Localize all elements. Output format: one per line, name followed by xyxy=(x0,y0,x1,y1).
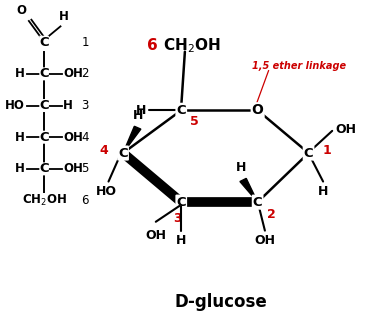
Text: C: C xyxy=(39,68,49,80)
Text: C: C xyxy=(177,104,186,117)
Text: C: C xyxy=(39,162,49,175)
Text: CH$_2$OH: CH$_2$OH xyxy=(22,193,66,208)
Text: 1: 1 xyxy=(322,144,331,157)
Text: C: C xyxy=(253,196,262,209)
Text: H: H xyxy=(176,235,187,247)
Text: 4: 4 xyxy=(100,144,108,157)
Text: H: H xyxy=(59,10,69,23)
Text: H: H xyxy=(136,104,147,117)
Text: H: H xyxy=(63,99,73,112)
Text: OH: OH xyxy=(63,68,83,80)
Text: 2: 2 xyxy=(81,68,89,80)
Text: CH$_2$OH: CH$_2$OH xyxy=(163,36,221,55)
Text: OH: OH xyxy=(145,229,166,242)
Text: OH: OH xyxy=(63,131,83,144)
Text: 6: 6 xyxy=(147,38,158,53)
Text: 3: 3 xyxy=(81,99,89,112)
Text: H: H xyxy=(318,185,328,198)
Text: H: H xyxy=(15,68,25,80)
Text: O: O xyxy=(17,4,27,17)
Text: 1,5 ether linkage: 1,5 ether linkage xyxy=(252,61,346,71)
Text: HO: HO xyxy=(5,99,25,112)
Text: 3: 3 xyxy=(173,212,182,225)
Text: HO: HO xyxy=(96,185,117,198)
Polygon shape xyxy=(123,126,141,153)
Text: 1: 1 xyxy=(81,36,89,49)
Text: C: C xyxy=(39,131,49,144)
Text: 5: 5 xyxy=(81,162,89,175)
Text: H: H xyxy=(15,131,25,144)
Text: H: H xyxy=(15,162,25,175)
Text: OH: OH xyxy=(255,235,275,247)
Text: O: O xyxy=(252,103,263,117)
Text: C: C xyxy=(39,36,49,49)
Text: OH: OH xyxy=(336,123,357,136)
Text: H: H xyxy=(132,109,143,122)
Text: H: H xyxy=(236,161,246,174)
Text: 6: 6 xyxy=(81,194,89,207)
Text: 2: 2 xyxy=(267,208,276,221)
Text: OH: OH xyxy=(63,162,83,175)
Polygon shape xyxy=(240,178,257,202)
Text: D-glucose: D-glucose xyxy=(175,293,267,311)
Text: C: C xyxy=(177,196,186,209)
Text: 4: 4 xyxy=(81,131,89,144)
Text: 5: 5 xyxy=(190,115,199,128)
Text: C: C xyxy=(39,99,49,112)
Text: C: C xyxy=(304,147,313,160)
Text: C: C xyxy=(118,147,128,160)
